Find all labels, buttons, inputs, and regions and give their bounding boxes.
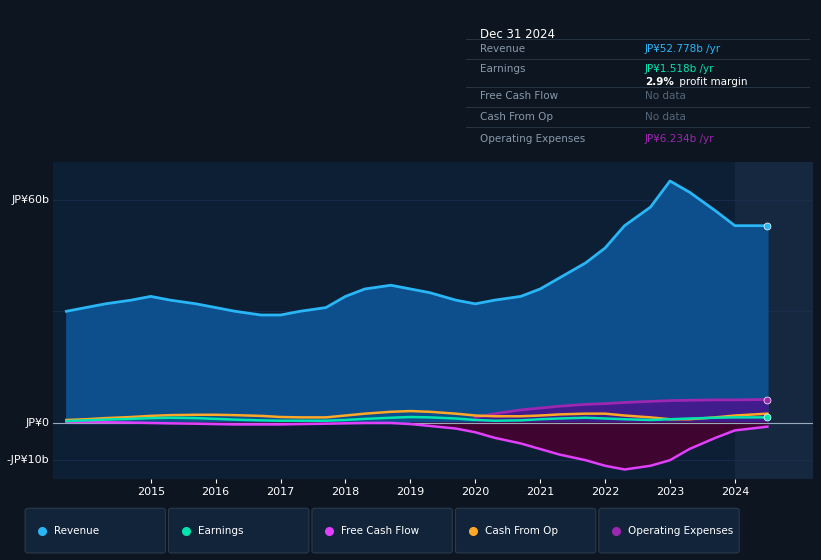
Text: JP¥1.518b /yr: JP¥1.518b /yr xyxy=(644,64,714,74)
Text: JP¥0: JP¥0 xyxy=(25,418,49,428)
Text: Cash From Op: Cash From Op xyxy=(484,526,557,535)
Text: -JP¥10b: -JP¥10b xyxy=(7,455,49,465)
Text: 2.9%: 2.9% xyxy=(644,77,674,87)
Bar xyxy=(735,162,813,479)
FancyBboxPatch shape xyxy=(25,508,165,553)
Text: No data: No data xyxy=(644,91,686,101)
Text: Cash From Op: Cash From Op xyxy=(480,112,553,122)
Text: Operating Expenses: Operating Expenses xyxy=(480,134,585,144)
FancyBboxPatch shape xyxy=(312,508,452,553)
Text: Revenue: Revenue xyxy=(54,526,99,535)
Text: Earnings: Earnings xyxy=(480,64,525,74)
Text: Earnings: Earnings xyxy=(198,526,243,535)
Text: JP¥6.234b /yr: JP¥6.234b /yr xyxy=(644,134,714,144)
FancyBboxPatch shape xyxy=(599,508,739,553)
Text: Free Cash Flow: Free Cash Flow xyxy=(342,526,420,535)
Text: Free Cash Flow: Free Cash Flow xyxy=(480,91,558,101)
Text: JP¥60b: JP¥60b xyxy=(11,195,49,204)
Text: Revenue: Revenue xyxy=(480,44,525,54)
Text: No data: No data xyxy=(644,112,686,122)
Text: profit margin: profit margin xyxy=(676,77,747,87)
Text: Operating Expenses: Operating Expenses xyxy=(628,526,733,535)
Text: JP¥52.778b /yr: JP¥52.778b /yr xyxy=(644,44,721,54)
FancyBboxPatch shape xyxy=(168,508,309,553)
FancyBboxPatch shape xyxy=(456,508,596,553)
Text: Dec 31 2024: Dec 31 2024 xyxy=(480,28,555,41)
